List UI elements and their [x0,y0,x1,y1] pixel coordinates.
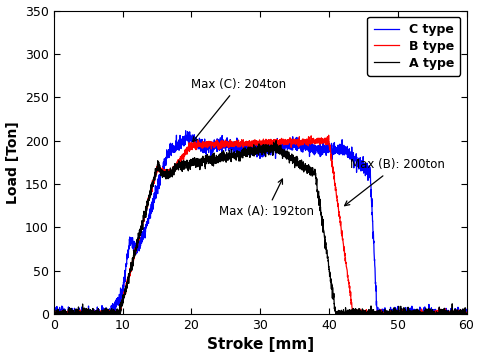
A type [273,139,279,143]
B type [411,311,417,315]
A type [98,312,104,316]
A type [464,312,469,316]
C type [411,310,417,314]
X-axis label: Stroke [mm]: Stroke [mm] [206,338,314,352]
C type [183,129,189,133]
A type [227,155,233,159]
B type [464,312,469,316]
C type [456,306,461,311]
B type [456,310,461,315]
B type [98,312,104,316]
C type [98,312,104,316]
Text: Max (A): 192ton: Max (A): 192ton [219,179,314,218]
Legend: C type, B type, A type: C type, B type, A type [367,17,460,76]
A type [51,312,57,316]
C type [464,309,469,314]
C type [51,312,57,316]
B type [51,312,57,316]
B type [122,287,128,291]
Line: B type: B type [54,135,467,314]
Line: A type: A type [54,141,467,314]
C type [122,270,128,275]
C type [227,139,233,144]
Line: C type: C type [54,131,467,314]
Text: Max (B): 200ton: Max (B): 200ton [345,158,444,206]
A type [209,163,215,168]
A type [123,286,129,290]
B type [326,133,332,137]
A type [411,308,417,313]
A type [456,310,462,315]
Text: Max (C): 204ton: Max (C): 204ton [192,78,287,142]
B type [227,138,233,142]
Y-axis label: Load [Ton]: Load [Ton] [6,121,20,204]
B type [209,142,215,146]
C type [209,142,215,146]
A type [51,311,57,315]
